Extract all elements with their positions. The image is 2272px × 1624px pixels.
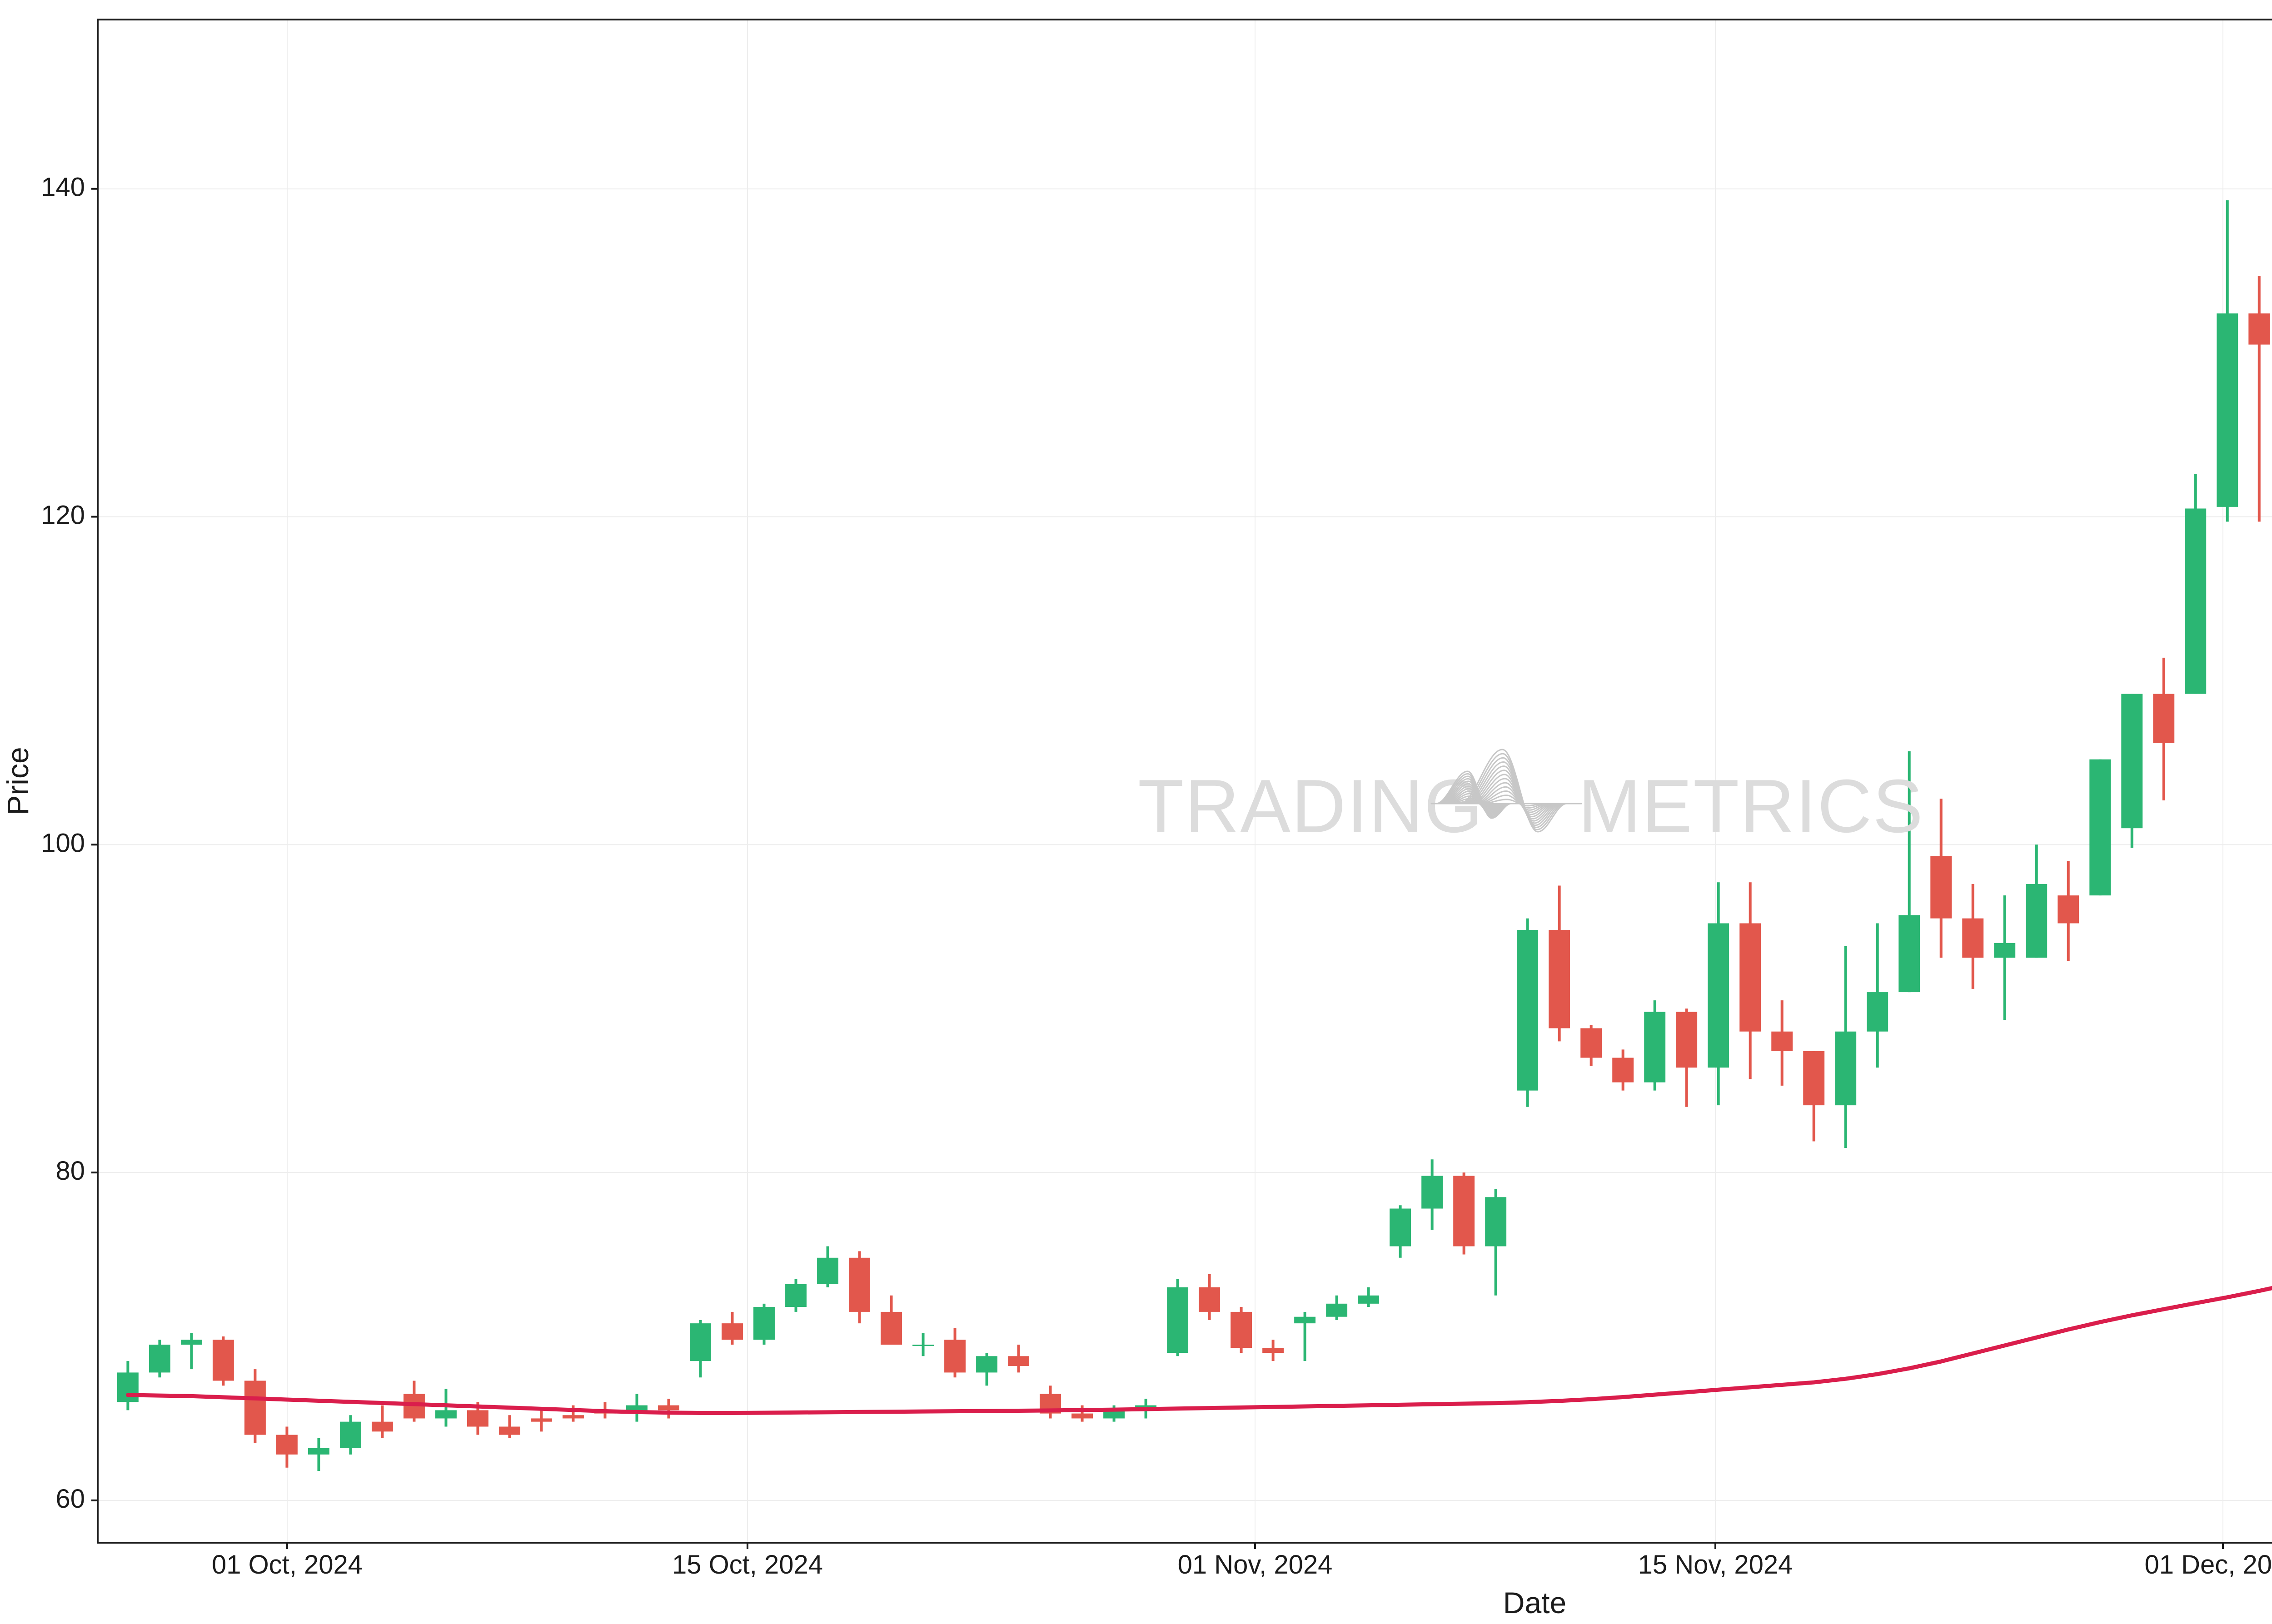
svg-text:15 Nov, 2024: 15 Nov, 2024 (1638, 1550, 1793, 1579)
svg-text:TRADING: TRADING (1138, 765, 1484, 849)
svg-text:01 Nov, 2024: 01 Nov, 2024 (1178, 1550, 1333, 1579)
svg-text:15 Oct, 2024: 15 Oct, 2024 (672, 1550, 823, 1579)
svg-text:140: 140 (41, 173, 85, 202)
svg-text:80: 80 (55, 1156, 85, 1186)
svg-text:60: 60 (55, 1484, 85, 1514)
svg-text:01 Oct, 2024: 01 Oct, 2024 (212, 1550, 363, 1579)
svg-text:METRICS: METRICS (1578, 765, 1924, 849)
svg-text:01 Dec, 2024: 01 Dec, 2024 (2144, 1550, 2272, 1579)
svg-text:100: 100 (41, 828, 85, 858)
svg-text:Date: Date (1503, 1586, 1566, 1619)
svg-text:120: 120 (41, 501, 85, 530)
svg-text:Price: Price (1, 747, 35, 815)
